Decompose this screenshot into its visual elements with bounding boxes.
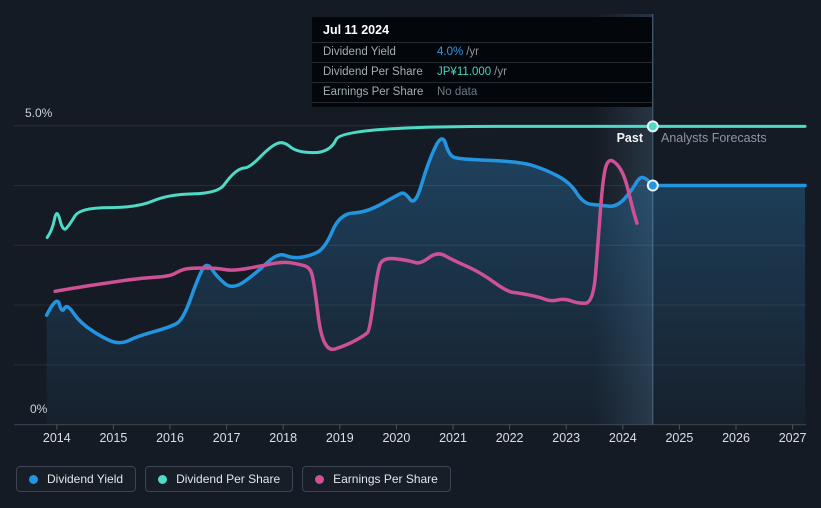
tooltip-row-earnings-per-share: Earnings Per Share No data [312,82,652,102]
tooltip-row-value: 4.0% [437,46,464,58]
x-tick-label: 2025 [665,431,694,445]
chart-legend: Dividend Yield Dividend Per Share Earnin… [16,466,451,492]
earnings-per-share-dot-icon [315,474,325,484]
forecast-start-dot[interactable] [646,179,659,192]
y-axis-max-label: 5.0% [25,106,53,120]
dividend-yield-past-line [44,137,655,345]
x-tick-label: 2019 [325,431,354,445]
earnings-per-share-past-line [53,158,639,352]
y-axis-min-label: 0% [30,402,48,416]
legend-label: Earnings Per Share [333,472,438,486]
tooltip-row-dividend-per-share: Dividend Per Share JP¥11.000 /yr [312,62,652,82]
legend-label: Dividend Yield [47,472,124,486]
x-tick-label: 2024 [608,431,637,445]
legend-item-dividend-per-share[interactable]: Dividend Per Share [145,466,294,492]
x-tick-label: 2018 [269,431,298,445]
x-tick-label: 2014 [42,431,71,445]
x-tick-label: 2016 [156,431,184,445]
tooltip-row-value: No data [437,86,478,98]
legend-label: Dividend Per Share [176,472,281,486]
tooltip-row-label: Dividend Per Share [323,66,423,78]
legend-item-dividend-yield[interactable]: Dividend Yield [16,466,137,492]
dividend-yield-past-area [46,138,653,425]
tooltip-row-dividend-yield: Dividend Yield 4.0% /yr [312,42,652,62]
chart-canvas[interactable] [0,0,821,460]
x-tick-label: 2015 [99,431,128,445]
tooltip-row-suffix: /yr [494,66,507,78]
x-tick-label: 2021 [439,431,467,445]
dividend-per-share-past-line [45,124,655,240]
past-label: Past [616,131,643,145]
x-tick-label: 2023 [552,431,581,445]
dividend-yield-forecast-area [652,185,806,425]
tooltip-row-label: Dividend Yield [323,46,396,58]
x-tick-label: 2026 [722,431,750,445]
x-tick-label: 2027 [778,431,807,445]
tooltip-row-suffix: /yr [466,46,479,58]
forecast-start-dot[interactable] [646,120,659,133]
analysts-forecasts-label: Analysts Forecasts [661,131,767,145]
chart-tooltip: Jul 11 2024 Dividend Yield 4.0% /yr Divi… [312,17,652,107]
x-tick-label: 2022 [495,431,524,445]
tooltip-row-label: Earnings Per Share [323,86,424,98]
dividend-per-share-dot-icon [158,474,168,484]
legend-item-earnings-per-share[interactable]: Earnings Per Share [302,466,451,492]
x-tick-label: 2017 [212,431,241,445]
tooltip-date: Jul 11 2024 [323,23,390,37]
tooltip-footer [312,102,652,107]
dividend-yield-dot-icon [29,474,38,484]
tooltip-row-value: JP¥11.000 [437,66,492,78]
x-tick-label: 2020 [382,431,411,445]
